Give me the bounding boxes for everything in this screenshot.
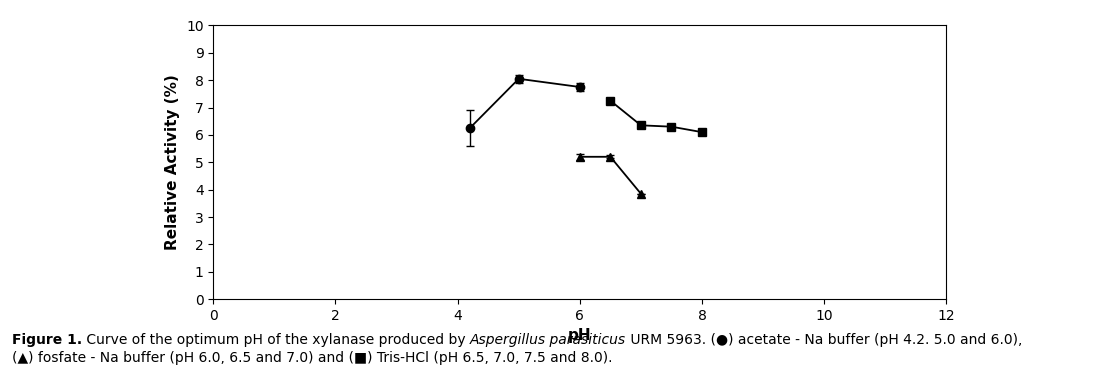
X-axis label: pH: pH [568,328,592,343]
Text: URM 5963. (●) acetate - Na buffer (pH 4.2. 5.0 and 6.0),: URM 5963. (●) acetate - Na buffer (pH 4.… [626,333,1023,347]
Y-axis label: Relative Activity (%): Relative Activity (%) [165,74,181,250]
Text: Curve of the optimum pH of the xylanase produced by: Curve of the optimum pH of the xylanase … [82,333,470,347]
Text: Aspergillus parasiticus: Aspergillus parasiticus [470,333,626,347]
Text: Figure 1.: Figure 1. [12,333,82,347]
Text: (▲) fosfate - Na buffer (pH 6.0, 6.5 and 7.0) and (■) Tris-HCl (pH 6.5, 7.0, 7.5: (▲) fosfate - Na buffer (pH 6.0, 6.5 and… [12,351,613,365]
